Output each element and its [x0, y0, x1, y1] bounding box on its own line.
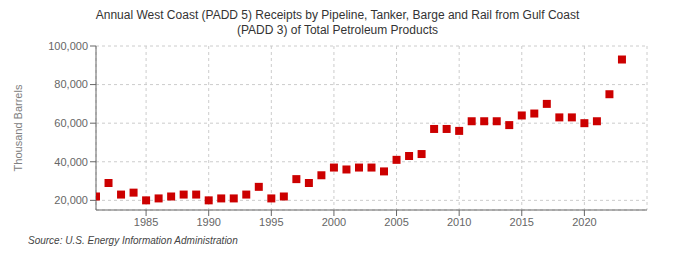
- svg-text:100,000: 100,000: [48, 40, 88, 52]
- svg-text:1985: 1985: [134, 216, 158, 228]
- html-text:Source: U.S. Energy Informatio: Source: U.S. Energy Information Administ…: [28, 235, 238, 246]
- html-text:Annual West Coast (PADD 5) Rec: Annual West Coast (PADD 5) Receipts by P…: [95, 8, 580, 37]
- svg-text:2010: 2010: [447, 216, 471, 228]
- svg-text:40,000: 40,000: [54, 156, 88, 168]
- svg-text:1990: 1990: [196, 216, 220, 228]
- svg-text:1995: 1995: [259, 216, 283, 228]
- svg-text:Thousand Barrels: Thousand Barrels: [12, 84, 24, 171]
- svg-text:2005: 2005: [384, 216, 408, 228]
- svg-text:80,000: 80,000: [54, 78, 88, 90]
- svg-text:2015: 2015: [510, 216, 534, 228]
- svg-text:2020: 2020: [572, 216, 596, 228]
- svg-text:20,000: 20,000: [54, 194, 88, 206]
- svg-text:60,000: 60,000: [54, 117, 88, 129]
- svg-text:2000: 2000: [322, 216, 346, 228]
